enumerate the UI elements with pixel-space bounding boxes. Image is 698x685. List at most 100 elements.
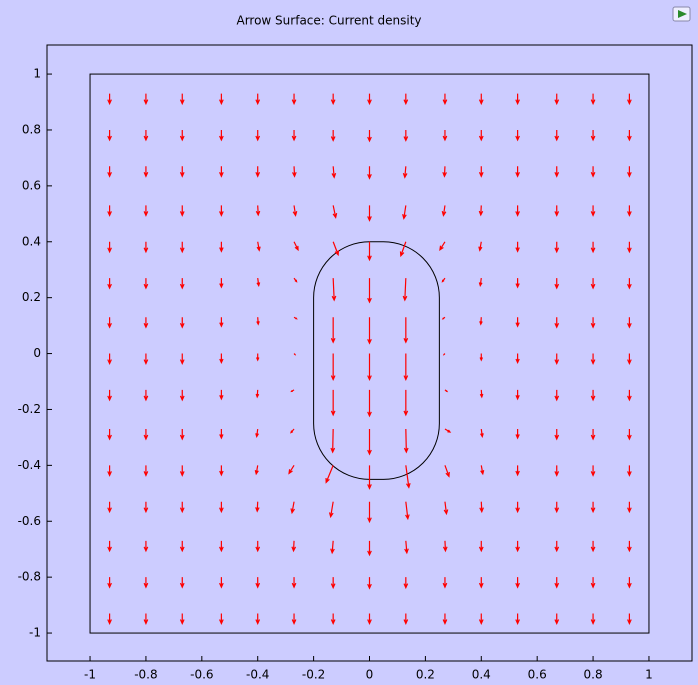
arrow xyxy=(332,241,340,257)
arrow xyxy=(219,577,224,589)
arrow xyxy=(478,540,484,553)
arrow xyxy=(219,129,224,142)
arrow xyxy=(255,613,261,625)
arrow xyxy=(399,241,407,258)
arrow xyxy=(402,205,407,220)
arrow xyxy=(290,389,295,393)
arrow xyxy=(478,166,484,178)
arrow xyxy=(107,353,112,366)
arrow xyxy=(143,166,149,178)
arrow xyxy=(255,353,260,362)
arrow xyxy=(179,501,185,514)
arrow xyxy=(444,465,450,478)
arrow xyxy=(444,428,452,433)
arrow xyxy=(554,353,560,366)
arrow xyxy=(293,353,297,356)
arrow xyxy=(367,241,372,262)
arrow xyxy=(441,205,447,217)
arrow xyxy=(107,278,112,290)
toolbar-icon[interactable] xyxy=(672,6,691,22)
arrow xyxy=(332,205,338,219)
arrow xyxy=(554,205,560,217)
arrow xyxy=(219,93,224,106)
arrow xyxy=(107,465,112,477)
arrow xyxy=(292,166,297,178)
x-tick-label: 0 xyxy=(366,668,374,682)
arrow xyxy=(479,317,483,326)
arrow xyxy=(515,317,520,328)
arrow xyxy=(554,577,560,589)
arrow xyxy=(143,465,149,477)
arrow xyxy=(331,166,337,179)
arrow xyxy=(328,501,334,519)
arrow xyxy=(255,428,259,438)
arrow xyxy=(403,129,409,142)
arrow xyxy=(515,93,520,106)
arrow xyxy=(256,241,261,252)
icon-play[interactable] xyxy=(678,10,687,18)
arrow xyxy=(291,129,297,142)
arrow xyxy=(367,317,372,345)
arrow xyxy=(255,205,261,217)
y-tick-label: -0.6 xyxy=(18,514,41,528)
arrow xyxy=(290,428,295,434)
arrow xyxy=(219,241,224,253)
arrow xyxy=(554,241,560,254)
arrow xyxy=(367,429,372,456)
arrow xyxy=(590,353,596,366)
arrow xyxy=(179,613,185,625)
arrow xyxy=(515,278,520,289)
arrow xyxy=(441,316,446,320)
arrow xyxy=(590,389,596,402)
arrow xyxy=(627,465,632,477)
arrow xyxy=(442,577,448,589)
arrow xyxy=(442,613,448,625)
arrow xyxy=(478,93,484,106)
arrow xyxy=(554,317,560,329)
arrow xyxy=(107,577,112,589)
arrow xyxy=(590,129,596,142)
arrow xyxy=(219,613,224,625)
arrow xyxy=(179,429,185,441)
arrow xyxy=(515,540,520,553)
arrow xyxy=(403,317,409,344)
arrow xyxy=(331,278,337,302)
arrow xyxy=(480,428,484,438)
arrow xyxy=(403,353,409,382)
arrow xyxy=(330,129,336,142)
geometry-boundary xyxy=(89,73,650,634)
arrow xyxy=(143,129,149,142)
y-tick-label: 0.2 xyxy=(22,290,41,304)
arrow xyxy=(515,577,520,589)
arrow xyxy=(515,166,520,178)
arrow xyxy=(442,353,446,356)
x-tick-label: -1 xyxy=(84,668,96,682)
arrow xyxy=(143,501,149,514)
arrow xyxy=(478,613,484,625)
arrow xyxy=(256,317,260,326)
arrow xyxy=(367,353,372,382)
arrow xyxy=(179,540,185,553)
arrow xyxy=(143,205,149,217)
arrow xyxy=(442,93,448,106)
arrow xyxy=(255,129,261,142)
arrow xyxy=(330,429,336,454)
y-tick-label: -0.2 xyxy=(18,402,41,416)
arrow xyxy=(554,93,560,106)
arrow xyxy=(107,205,112,217)
arrow xyxy=(478,577,484,589)
arrow xyxy=(143,577,149,589)
arrow xyxy=(143,429,149,441)
arrow xyxy=(478,241,483,252)
arrow xyxy=(107,129,112,142)
arrow xyxy=(255,501,260,513)
arrow xyxy=(402,278,408,302)
arrow xyxy=(291,577,297,589)
y-tick-label: 0.4 xyxy=(22,234,41,248)
x-tick-label: 0.8 xyxy=(584,668,603,682)
arrow xyxy=(627,93,632,106)
arrow xyxy=(330,613,336,625)
y-tick-label: -0.4 xyxy=(18,458,41,472)
